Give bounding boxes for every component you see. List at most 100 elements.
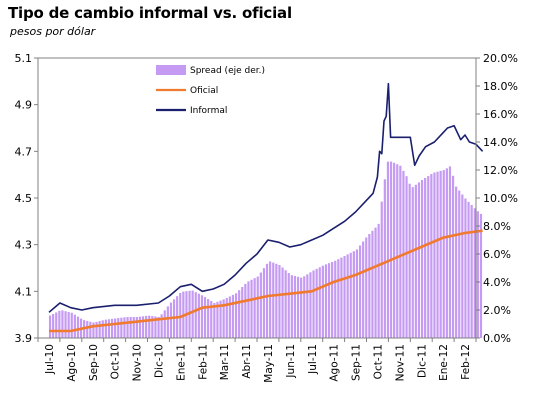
spread-bar-115 <box>405 176 408 338</box>
x-tick-label: Nov-11 <box>394 344 406 381</box>
spread-bar-3 <box>58 310 61 338</box>
spread-bar-20 <box>110 318 114 338</box>
spread-bar-111 <box>393 162 396 338</box>
spread-bar-16 <box>98 321 101 338</box>
spread-bar-130 <box>451 175 455 338</box>
spread-bar-18 <box>104 319 107 338</box>
x-tick-label: Jul-10 <box>44 344 56 375</box>
spread-bar-96 <box>346 254 349 338</box>
spread-bar-103 <box>368 234 371 338</box>
spread-bar-69 <box>262 268 266 338</box>
spread-bar-23 <box>120 317 123 338</box>
right-tick-label: 0.0% <box>483 332 511 345</box>
legend-label: Oficial <box>190 86 218 96</box>
left-tick-label: 4.7 <box>15 145 33 158</box>
spread-bar-62 <box>241 287 244 338</box>
right-tick-label: 16.0% <box>483 108 518 121</box>
spread-bar-118 <box>414 184 417 338</box>
spread-bar-122 <box>427 176 430 338</box>
spread-bar-8 <box>73 314 76 338</box>
spread-bar-33 <box>151 316 154 338</box>
spread-bar-59 <box>231 294 235 338</box>
spread-bar-47 <box>194 292 197 338</box>
right-tick-label: 8.0% <box>483 220 511 233</box>
chart-subtitle: pesos por dólar <box>10 25 96 38</box>
series-lines <box>48 82 484 333</box>
spread-bar-113 <box>399 165 402 338</box>
spread-bar-107 <box>380 201 383 338</box>
spread-bar-75 <box>281 267 284 338</box>
spread-bar-120 <box>420 180 424 338</box>
x-tick-label: Dic-10 <box>153 344 165 378</box>
spread-bar-9 <box>76 316 80 338</box>
legend-label: Informal <box>190 106 227 116</box>
spread-bar-55 <box>219 300 222 338</box>
right-tick-label: 6.0% <box>483 248 511 261</box>
spread-bar-94 <box>340 257 343 338</box>
spread-bar-13 <box>89 321 92 338</box>
spread-bar-64 <box>247 281 250 338</box>
spread-bar-7 <box>70 312 73 338</box>
left-tick-label: 4.9 <box>15 99 33 112</box>
right-tick-label: 2.0% <box>483 304 511 317</box>
x-tick-label: Sep-10 <box>88 344 100 381</box>
x-tick-label: Sep-11 <box>351 344 363 381</box>
spread-bar-89 <box>324 264 328 338</box>
spread-bar-125 <box>436 171 439 338</box>
spread-bar-57 <box>225 298 228 338</box>
x-tick-label: Oct-11 <box>372 344 384 379</box>
spread-bar-82 <box>303 276 306 338</box>
spread-bar-25 <box>126 317 129 338</box>
spread-bar-32 <box>148 315 151 338</box>
spread-bar-74 <box>278 264 281 338</box>
spread-bar-138 <box>476 211 479 338</box>
left-tick-label: 4.1 <box>15 285 33 298</box>
spread-bar-132 <box>458 190 461 338</box>
spread-bar-52 <box>210 301 213 338</box>
spread-bar-81 <box>300 277 303 338</box>
spread-bar-90 <box>327 263 331 338</box>
spread-bar-109 <box>386 161 390 338</box>
spread-bar-48 <box>197 293 200 338</box>
spread-bar-1 <box>52 314 55 338</box>
spread-bar-67 <box>256 276 259 338</box>
x-tick-label: Feb-12 <box>460 344 472 380</box>
spread-bar-30 <box>141 316 145 338</box>
spread-bar-71 <box>269 261 272 338</box>
spread-bar-93 <box>337 259 340 338</box>
spread-bar-78 <box>290 275 293 338</box>
spread-bar-63 <box>244 283 247 338</box>
spread-bar-95 <box>343 255 346 338</box>
spread-bar-85 <box>312 270 315 338</box>
spread-bar-98 <box>352 251 355 338</box>
spread-bar-134 <box>464 198 467 338</box>
legend-swatch-spread <box>156 65 186 75</box>
spread-bar-38 <box>166 306 169 338</box>
spread-bar-76 <box>284 270 287 338</box>
spread-bar-100 <box>358 245 362 338</box>
spread-bar-50 <box>203 297 207 338</box>
axes: 3.9 4.1 4.3 4.5 4.7 4.9 5.1 0.0% 2.0% 4.0% 6.0% 8.0… <box>15 52 518 383</box>
x-tick-label: May-11 <box>263 344 275 383</box>
spread-bar-70 <box>265 263 269 338</box>
x-tick-label: Ene-11 <box>175 344 187 381</box>
spread-bar-56 <box>222 299 225 338</box>
spread-bar-66 <box>253 278 256 338</box>
line-oficial <box>49 229 483 333</box>
spread-bar-79 <box>293 276 297 338</box>
spread-bar-22 <box>117 318 120 338</box>
line-informal <box>48 82 484 313</box>
spread-bar-39 <box>169 302 173 338</box>
spread-bar-137 <box>473 208 476 338</box>
spread-bar-51 <box>207 299 210 338</box>
spread-bar-68 <box>259 272 262 338</box>
spread-bar-24 <box>123 317 126 338</box>
spread-bar-15 <box>95 321 98 338</box>
spread-bar-116 <box>408 183 411 338</box>
spread-bar-129 <box>448 166 452 338</box>
spread-bar-49 <box>200 295 204 338</box>
spread-bar-14 <box>92 322 95 338</box>
spread-bar-5 <box>64 311 67 338</box>
spread-bar-80 <box>296 276 300 338</box>
